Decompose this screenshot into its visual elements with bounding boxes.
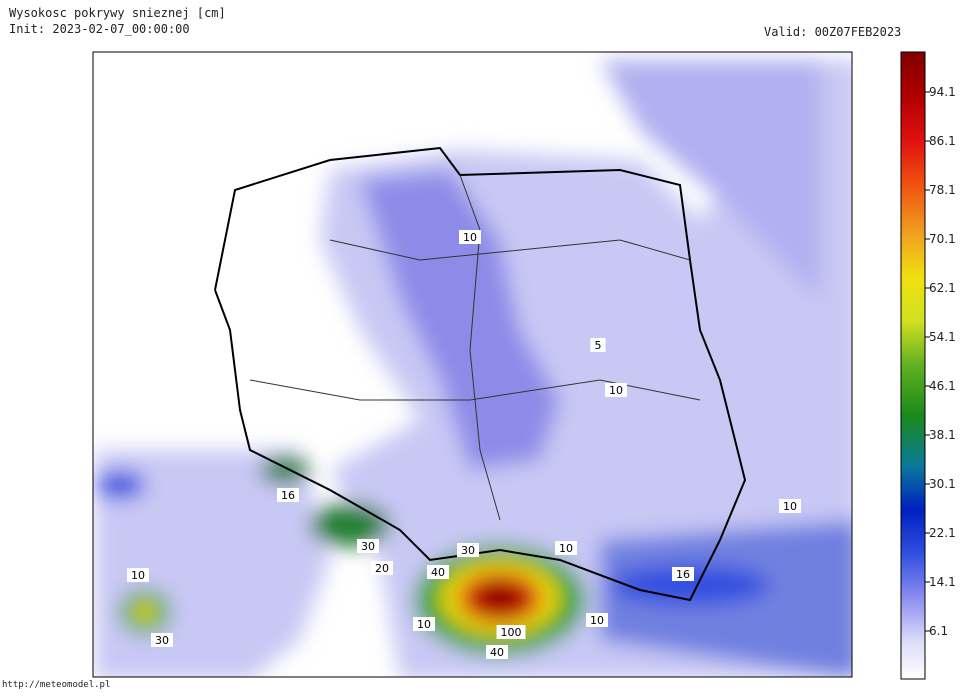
contour-label-box <box>427 565 449 579</box>
contour-label-box <box>486 645 508 659</box>
contour-label: 10 <box>559 542 573 555</box>
contour-label: 20 <box>375 562 389 575</box>
contour-label: 10 <box>783 500 797 513</box>
valid-time: Valid: 00Z07FEB2023 <box>764 25 902 39</box>
contour-label: 10 <box>609 384 623 397</box>
contour-label-box <box>277 488 299 502</box>
contour-label-box <box>371 561 393 575</box>
contour-label-box <box>779 499 801 513</box>
colorbar-label: 94.1 <box>929 85 956 99</box>
contour-label-box <box>459 230 481 244</box>
contour-label-box <box>496 625 526 639</box>
contour-label: 40 <box>431 566 445 579</box>
contour-label: 16 <box>676 568 690 581</box>
contour-label: 5 <box>595 339 602 352</box>
colorbar-label: 62.1 <box>929 281 956 295</box>
colorbar-label: 54.1 <box>929 330 956 344</box>
colorbar-label: 6.1 <box>929 624 948 638</box>
contour-label: 40 <box>490 646 504 659</box>
colorbar-label: 38.1 <box>929 428 956 442</box>
contour-label-box <box>127 568 149 582</box>
contour-label-box <box>151 633 173 647</box>
contour-label-box <box>555 541 577 555</box>
contour-label-box <box>586 613 608 627</box>
contour-label: 30 <box>461 544 475 557</box>
colorbar-label: 70.1 <box>929 232 956 246</box>
contour-label: 16 <box>281 489 295 502</box>
contour-label: 10 <box>463 231 477 244</box>
colorbar-label: 46.1 <box>929 379 956 393</box>
contour-label: 30 <box>361 540 375 553</box>
contour-label-box <box>590 338 606 352</box>
source-url: http://meteomodel.pl <box>2 680 111 690</box>
map-field <box>93 52 852 677</box>
contour-label: 10 <box>590 614 604 627</box>
contour-label: 100 <box>501 626 522 639</box>
colorbar-label: 30.1 <box>929 477 956 491</box>
contour-label: 30 <box>155 634 169 647</box>
contour-label: 10 <box>417 618 431 631</box>
contour-label: 10 <box>131 569 145 582</box>
colorbar-label: 22.1 <box>929 526 956 540</box>
colorbar-label: 14.1 <box>929 575 956 589</box>
contour-label-box <box>413 617 435 631</box>
colorbar <box>900 51 926 680</box>
contour-label-box <box>457 543 479 557</box>
map-title: Wysokosc pokrywy snieznej [cm] <box>9 6 226 20</box>
contour-label-box <box>605 383 627 397</box>
colorbar-label: 78.1 <box>929 183 956 197</box>
init-time: Init: 2023-02-07_00:00:00 <box>9 22 190 36</box>
contour-label-box <box>357 539 379 553</box>
contour-label-box <box>672 567 694 581</box>
colorbar-label: 86.1 <box>929 134 956 148</box>
